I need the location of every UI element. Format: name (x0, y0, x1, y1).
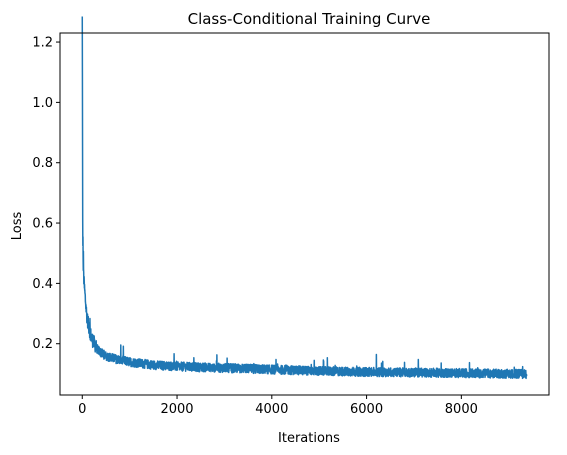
y-axis: 0.2 0.4 0.6 0.8 1.0 1.2 (32, 36, 60, 352)
y-tick-label: 1.0 (32, 96, 53, 111)
y-tick-label: 1.2 (32, 36, 53, 51)
x-axis-label: Iterations (278, 431, 340, 446)
x-tick-label: 6000 (350, 402, 383, 417)
y-tick-label: 0.6 (32, 217, 53, 232)
y-tick-label: 0.4 (32, 277, 53, 292)
chart-title: Class-Conditional Training Curve (188, 10, 431, 28)
x-tick-label: 4000 (255, 402, 288, 417)
y-tick-label: 0.2 (32, 337, 53, 352)
loss-series-line (81, 16, 528, 380)
plot-area (81, 16, 528, 380)
x-tick-label: 8000 (445, 402, 478, 417)
x-axis: 0 2000 4000 6000 8000 (78, 395, 478, 417)
plot-frame (59, 32, 550, 396)
y-axis-label: Loss (10, 212, 25, 241)
y-tick-label: 0.8 (32, 156, 53, 171)
x-tick-label: 0 (78, 402, 86, 417)
x-tick-label: 2000 (160, 402, 193, 417)
